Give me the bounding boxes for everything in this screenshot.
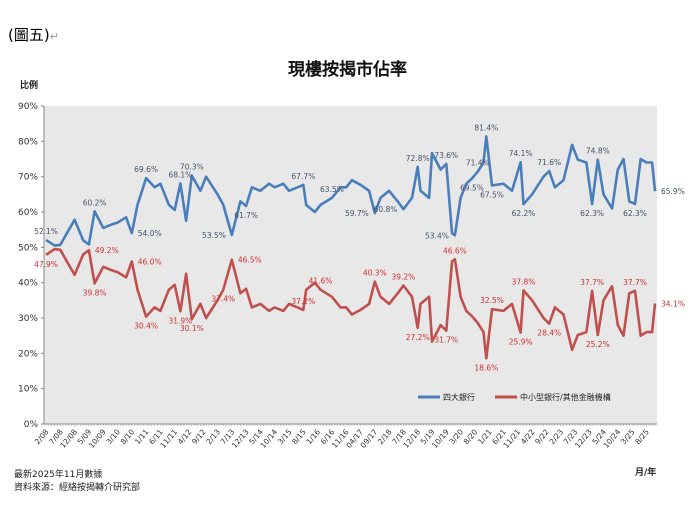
data-label: 74.8% xyxy=(586,147,610,156)
x-tick-label: 1/16 xyxy=(304,427,322,446)
x-tick-label: 2/18 xyxy=(376,427,394,446)
footer-source: 資料來源：經絡按揭轉介研究部 xyxy=(14,483,141,493)
data-label: 31.7% xyxy=(434,336,458,345)
data-label: 46.0% xyxy=(138,257,162,266)
data-label: 37.4% xyxy=(211,295,235,304)
data-label: 61.7% xyxy=(234,211,258,220)
y-tick-label: 90% xyxy=(18,102,38,112)
x-tick-label: 2/23 xyxy=(547,427,565,446)
x-tick-label: 3/25 xyxy=(619,427,637,446)
data-label: 62.3% xyxy=(623,209,647,218)
data-label: 40.3% xyxy=(363,269,387,278)
x-tick-label: 3/10 xyxy=(104,427,122,446)
data-label: 47.9% xyxy=(34,260,58,269)
data-label: 81.4% xyxy=(474,123,498,132)
y-tick-label: 40% xyxy=(18,279,38,289)
data-label: 62.3% xyxy=(580,209,604,218)
y-axis-label: 比例 xyxy=(20,81,39,91)
data-label: 69.6% xyxy=(134,165,158,174)
data-label: 34.1% xyxy=(661,300,685,309)
data-label: 27.2% xyxy=(406,333,430,342)
footer-note: 最新2025年11月數據 xyxy=(14,470,103,480)
data-label: 63.5% xyxy=(320,185,344,194)
data-label: 49.2% xyxy=(95,246,119,255)
plot-area xyxy=(44,106,657,424)
data-label: 62.2% xyxy=(512,209,536,218)
x-tick-label: 9/12 xyxy=(190,427,208,446)
series-line-big4 xyxy=(45,135,657,247)
data-label: 54.0% xyxy=(138,229,162,238)
data-label: 25.2% xyxy=(586,340,610,349)
x-tick-label: 8/25 xyxy=(633,427,651,446)
x-tick-label: 3/15 xyxy=(276,427,294,446)
data-label: 28.4% xyxy=(537,329,561,338)
y-tick-label: 50% xyxy=(18,243,38,253)
data-label: 53.5% xyxy=(202,231,226,240)
data-label: 68.1% xyxy=(168,170,192,179)
data-label: 60.8% xyxy=(374,205,398,214)
x-tick-label: 2/08 xyxy=(33,427,51,446)
data-label: 31.9% xyxy=(168,316,192,325)
y-tick-label: 80% xyxy=(18,137,38,147)
x-axis-label: 月/年 xyxy=(635,468,657,478)
x-tick-label: 1/11 xyxy=(133,427,151,446)
legend-label: 四大銀行 xyxy=(443,392,475,402)
x-tick-label: 8/15 xyxy=(290,427,308,446)
data-label: 18.6% xyxy=(474,363,498,372)
y-tick-label: 60% xyxy=(18,208,38,218)
x-tick-label: 4/12 xyxy=(176,427,194,446)
y-tick-label: 20% xyxy=(18,349,38,359)
y-tick-label: 30% xyxy=(18,314,38,324)
data-label: 53.4% xyxy=(425,231,449,240)
data-label: 46.6% xyxy=(443,246,467,255)
data-label: 41.6% xyxy=(309,277,333,286)
x-tick-label: 3/20 xyxy=(447,427,465,446)
data-label: 67.7% xyxy=(291,172,315,181)
figure-label: (圖五)↵ xyxy=(8,26,59,44)
data-label: 60.2% xyxy=(83,198,107,207)
data-label: 52.1% xyxy=(34,227,58,236)
data-label: 71.4% xyxy=(466,159,490,168)
x-tick-label: 2/13 xyxy=(204,427,222,446)
data-label: 37.7% xyxy=(623,278,647,287)
y-tick-label: 70% xyxy=(18,173,38,183)
legend-label: 中小型銀行/其他金融機構 xyxy=(520,392,611,402)
x-tick-label: 8/10 xyxy=(119,427,137,446)
data-label: 37.8% xyxy=(512,277,536,286)
x-tick-label: 4/22 xyxy=(519,427,537,446)
data-label: 37.2% xyxy=(291,297,315,306)
data-label: 65.9% xyxy=(661,187,685,196)
data-label: 67.5% xyxy=(480,191,504,200)
data-label: 32.5% xyxy=(480,296,504,305)
data-label: 73.6% xyxy=(434,151,458,160)
data-label: 37.7% xyxy=(580,278,604,287)
chart-title: 現樓按揭市佔率 xyxy=(288,60,407,80)
data-label: 69.5% xyxy=(460,183,484,192)
data-label: 74.1% xyxy=(509,149,533,158)
series-line-others xyxy=(45,247,657,360)
x-tick-label: 8/20 xyxy=(462,427,480,446)
y-tick-label: 0% xyxy=(24,420,39,430)
data-label: 59.7% xyxy=(345,209,369,218)
x-tick-label: 1/21 xyxy=(476,427,494,446)
data-label: 30.1% xyxy=(180,324,204,333)
data-label: 25.9% xyxy=(509,337,533,346)
data-label: 70.3% xyxy=(180,163,204,172)
data-label: 71.6% xyxy=(537,158,561,167)
y-tick-label: 10% xyxy=(18,385,38,395)
data-label: 30.4% xyxy=(134,322,158,331)
data-label: 39.2% xyxy=(391,272,415,281)
data-label: 39.8% xyxy=(83,288,107,297)
data-label: 72.8% xyxy=(406,154,430,163)
x-tick-label: 9/22 xyxy=(533,427,551,446)
data-label: 46.5% xyxy=(238,256,262,265)
